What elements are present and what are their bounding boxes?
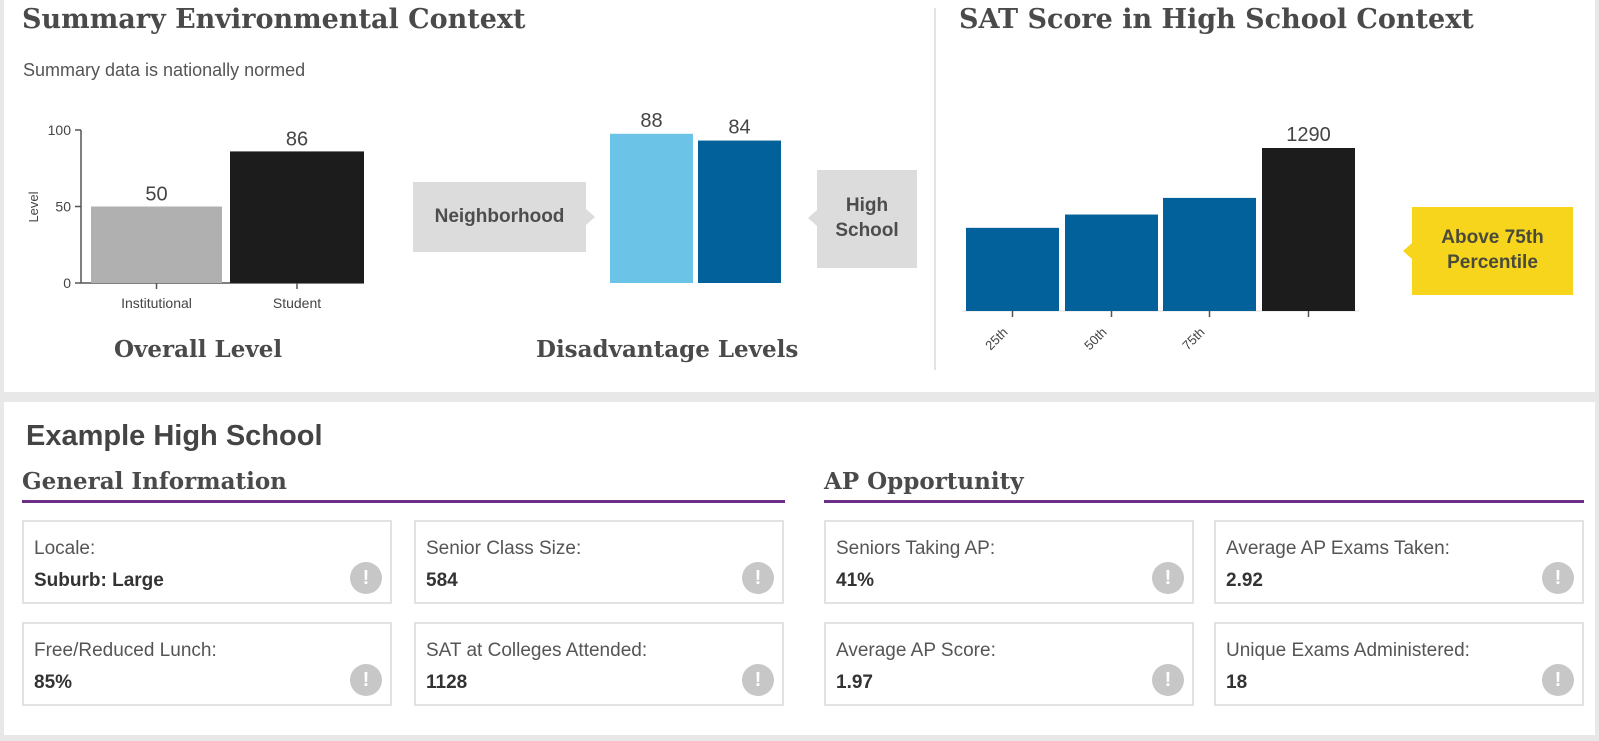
senior-class-size-card: Senior Class Size: 584 !: [414, 520, 784, 604]
free-reduced-lunch-card: Free/Reduced Lunch: 85% !: [22, 622, 392, 706]
bar-neighborhood: [610, 133, 693, 283]
info-icon[interactable]: !: [1542, 562, 1574, 594]
info-icon[interactable]: !: [1152, 664, 1184, 696]
card-label: SAT at Colleges Attended:: [426, 640, 648, 661]
x-tick-label: Student: [273, 295, 321, 311]
y-tick-label: 100: [48, 122, 72, 138]
x-tick-label: 75th: [1179, 325, 1208, 354]
y-tick-label: 50: [55, 199, 71, 215]
summary-panel: Summary Environmental Context Summary da…: [4, 0, 1595, 392]
seniors-taking-ap-card: Seniors Taking AP: 41% !: [824, 520, 1194, 604]
card-label: Senior Class Size:: [426, 538, 582, 559]
sat-title: SAT Score in High School Context: [959, 4, 1474, 35]
card-label: Seniors Taking AP:: [836, 538, 996, 559]
average-ap-exams-card: Average AP Exams Taken: 2.92 !: [1214, 520, 1584, 604]
locale-card: Locale: Suburb: Large !: [22, 520, 392, 604]
card-label: Free/Reduced Lunch:: [34, 640, 217, 661]
card-label: Average AP Score:: [836, 640, 996, 661]
summary-subtitle: Summary data is nationally normed: [23, 60, 306, 80]
x-tick-label: 25th: [982, 325, 1011, 354]
sat-bar-75th: [1163, 197, 1256, 311]
data-label: 88: [640, 110, 662, 132]
sat-bar-50th: [1065, 214, 1158, 311]
overall-level-caption: Overall Level: [114, 336, 283, 363]
average-ap-score-card: Average AP Score: 1.97 !: [824, 622, 1194, 706]
bar-institutional: [91, 206, 222, 283]
y-axis-label: Level: [26, 191, 41, 222]
percentile-callout: Above 75th Percentile: [1403, 207, 1573, 295]
card-value: 1.97: [836, 672, 873, 693]
card-value: Suburb: Large: [34, 570, 164, 591]
info-icon[interactable]: !: [1152, 562, 1184, 594]
school-panel: Example High School General Information …: [4, 402, 1595, 735]
sat-colleges-attended-card: SAT at Colleges Attended: 1128 !: [414, 622, 784, 706]
card-label: Average AP Exams Taken:: [1226, 538, 1450, 559]
x-tick-label: Institutional: [121, 295, 192, 311]
panel-divider: [934, 8, 936, 370]
high-school-callout: High School: [808, 170, 917, 268]
y-tick-label: 0: [63, 275, 71, 291]
school-name: Example High School: [26, 420, 323, 452]
general-information-rule: [22, 500, 785, 503]
card-value: 18: [1226, 672, 1248, 693]
info-icon[interactable]: !: [1542, 664, 1574, 696]
sat-bar-25th: [966, 227, 1059, 311]
neighborhood-callout: Neighborhood: [413, 182, 595, 252]
ap-opportunity-rule: [824, 500, 1584, 503]
data-label: 50: [145, 184, 167, 206]
bar-student: [230, 151, 364, 283]
info-icon[interactable]: !: [350, 664, 382, 696]
charts-canvas: 0 50 100 Level 50 Institutional 86 Student 88 84 2…: [26, 110, 1359, 354]
x-tick-label: 50th: [1081, 325, 1110, 354]
card-value: 2.92: [1226, 570, 1263, 591]
card-label: Unique Exams Administered:: [1226, 640, 1470, 661]
info-icon[interactable]: !: [742, 664, 774, 696]
sat-bar-student: [1262, 148, 1355, 311]
info-icon[interactable]: !: [350, 562, 382, 594]
general-information-heading: General Information: [22, 468, 287, 495]
disadvantage-levels-caption: Disadvantage Levels: [536, 336, 799, 363]
card-value: 584: [426, 570, 458, 591]
card-label: Locale:: [34, 538, 96, 559]
bar-high-school: [698, 140, 781, 283]
unique-exams-card: Unique Exams Administered: 18 !: [1214, 622, 1584, 706]
summary-title: Summary Environmental Context: [22, 4, 526, 35]
data-label: 84: [728, 117, 750, 139]
info-icon[interactable]: !: [742, 562, 774, 594]
data-label: 1290: [1286, 124, 1331, 146]
card-value: 85%: [34, 672, 73, 693]
ap-opportunity-heading: AP Opportunity: [824, 468, 1024, 495]
card-value: 1128: [426, 672, 468, 693]
data-label: 86: [286, 128, 308, 150]
card-value: 41%: [836, 570, 875, 591]
